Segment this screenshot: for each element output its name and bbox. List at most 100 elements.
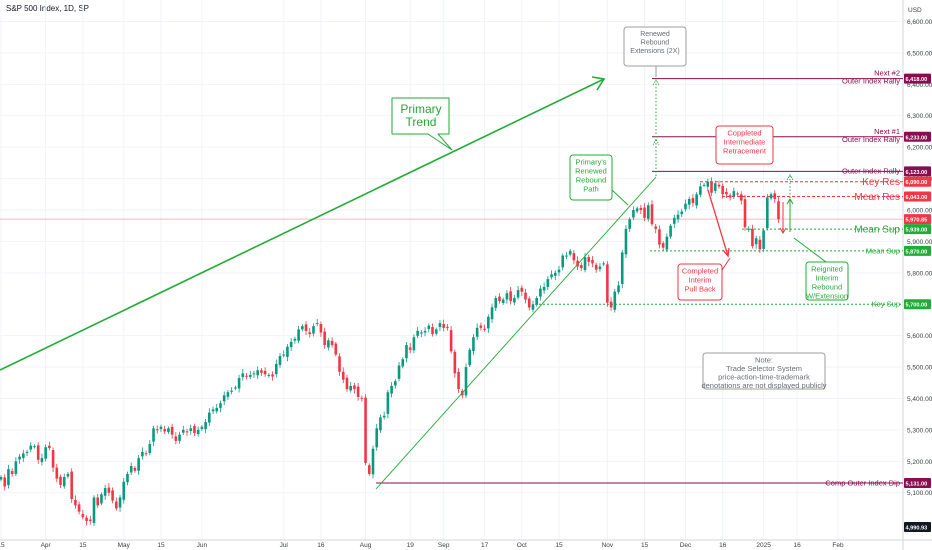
level-label: Mean Sup [866,246,900,255]
candle-up [7,469,10,486]
candle-up [200,426,204,429]
y-tick-label: 5,500.00 [907,365,932,372]
candle-up [215,407,219,412]
measure-ext-arrowhead [786,174,794,181]
candle-up [475,327,479,337]
y-tick-label: 5,600.00 [907,333,932,340]
candle-down [144,453,148,455]
candle-down [758,239,762,250]
candle-up [33,446,36,448]
x-tick-label: 15 [0,542,5,549]
price-tag [904,477,931,488]
candle-up [684,203,687,210]
candle-up [312,326,315,334]
candle-down [85,517,88,522]
callout-pointer [793,237,827,263]
candle-up [617,285,620,293]
x-tick-label: 16 [317,542,325,549]
candle-down [304,324,308,331]
candle-down [739,194,743,201]
candle-down [442,324,445,328]
candle-down [457,371,460,390]
candle-down [107,487,111,493]
x-tick-label: 15 [79,542,87,549]
note-callout-text: Note: Trade Selector System price-action-t… [701,356,826,391]
candle-up [405,345,408,359]
primarys-path-callout-box [569,154,613,201]
y-tick-label: 6,600.00 [907,19,932,26]
price-tag-text: 5,939.00 [906,228,928,234]
candle-up [390,385,393,394]
candle-down [725,191,728,195]
candle-up [747,228,751,230]
price-tag [904,176,931,187]
x-tick-label: Aug [360,542,372,549]
renewed-rebound-callout-box [623,26,687,67]
candle-down [81,513,85,518]
candle-down [323,331,326,346]
candle-up [513,297,516,303]
candle-down [115,501,118,509]
note-callout-box [702,352,826,390]
candle-up [468,349,472,366]
candle-down [606,264,609,303]
candle-down [691,198,695,204]
candle-up [196,429,200,434]
y-tick-label: 5,400.00 [907,396,932,403]
candle-up [598,266,602,270]
candle-up [646,205,650,219]
x-tick-label: Oct [517,542,527,549]
y-tick-label: 5,300.00 [907,427,932,434]
candle-up [401,359,405,367]
candle-down [717,184,721,187]
candle-down [449,330,453,352]
candle-up [754,238,758,245]
candle-up [702,184,706,186]
candle-up [542,286,546,291]
measure-arrowhead-red [779,227,787,234]
candle-down [111,490,114,501]
candle-down [330,340,334,346]
candle-up [349,385,352,391]
candle-up [420,332,423,334]
x-tick-label: 17 [481,542,489,549]
candle-up [687,198,691,205]
candle-up [635,208,639,212]
candle-up [301,326,304,330]
candle-up [282,354,286,356]
y-tick-label: 6,200.00 [907,145,932,152]
level-label: Next #2 Outer Index Rally [842,69,900,86]
candle-up [706,181,710,187]
candle-down [36,445,40,460]
candle-up [14,461,18,474]
candle-down [498,296,501,302]
y-tick-label: 5,800.00 [907,270,932,277]
price-tag-text: 6,233.00 [906,135,928,141]
candle-up [278,356,282,365]
candle-up [427,325,431,330]
candle-up [66,473,70,477]
pullback-callout-box [677,263,723,301]
candle-down [174,436,178,441]
candle-down [170,426,174,435]
candle-down [639,207,643,210]
candle-up [62,477,66,487]
candle-up [699,186,702,195]
candle-up [274,363,278,375]
extension-arrowhead [652,79,660,86]
level-label: Key Res [862,177,900,188]
candle-up [535,297,538,305]
price-tag [904,522,931,532]
price-tag-text: 6,090.00 [906,180,928,186]
candle-up [118,497,122,508]
candle-down [353,385,356,390]
candle-up [490,307,494,320]
candle-up [769,194,773,199]
x-tick-label: 16 [719,542,727,549]
candle-down [743,199,747,228]
candle-up [234,387,237,389]
level-label: Next #1 Outer Index Rally [842,127,900,144]
candle-up [167,428,170,432]
